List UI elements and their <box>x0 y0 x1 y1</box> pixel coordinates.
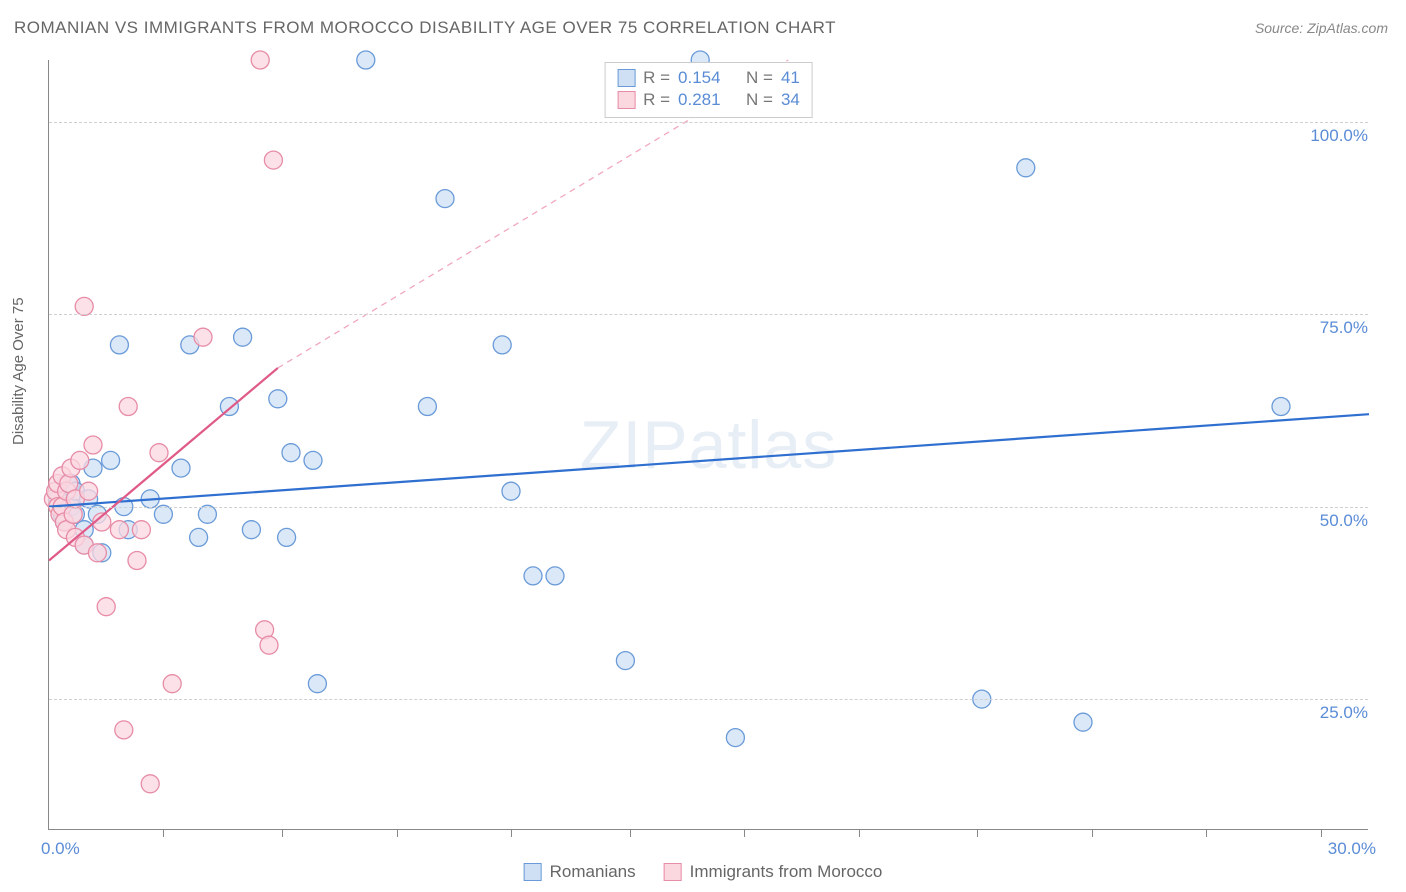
stats-n-label: N = <box>746 67 773 89</box>
y-tick-label: 25.0% <box>1316 703 1372 723</box>
swatch-blue-icon <box>617 69 635 87</box>
swatch-blue-icon <box>524 863 542 881</box>
correlation-stats-box: R = 0.154 N = 41 R = 0.281 N = 34 <box>604 62 813 118</box>
swatch-pink-icon <box>617 91 635 109</box>
stats-row: R = 0.154 N = 41 <box>617 67 800 89</box>
x-tick <box>744 829 745 837</box>
x-tick <box>397 829 398 837</box>
stats-n-label: N = <box>746 89 773 111</box>
swatch-pink-icon <box>664 863 682 881</box>
y-axis-title: Disability Age Over 75 <box>10 297 27 445</box>
y-tick-label: 50.0% <box>1316 511 1372 531</box>
x-tick <box>163 829 164 837</box>
source-label: Source: ZipAtlas.com <box>1255 20 1388 36</box>
x-tick <box>282 829 283 837</box>
gridline-h <box>49 122 1368 123</box>
gridline-h <box>49 699 1368 700</box>
x-tick <box>1206 829 1207 837</box>
stats-r-value: 0.281 <box>678 89 721 111</box>
stats-n-value: 41 <box>781 67 800 89</box>
legend-item-romanians: Romanians <box>524 862 636 882</box>
legend: Romanians Immigrants from Morocco <box>524 862 883 882</box>
stats-n-value: 34 <box>781 89 800 111</box>
y-tick-label: 100.0% <box>1306 126 1372 146</box>
chart-container: ROMANIAN VS IMMIGRANTS FROM MOROCCO DISA… <box>0 0 1406 892</box>
x-tick-label-min: 0.0% <box>41 839 80 859</box>
chart-title: ROMANIAN VS IMMIGRANTS FROM MOROCCO DISA… <box>14 18 836 38</box>
x-tick <box>511 829 512 837</box>
x-tick <box>630 829 631 837</box>
legend-label: Romanians <box>550 862 636 882</box>
stats-r-label: R = <box>643 67 670 89</box>
plot-area: ZIPatlas R = 0.154 N = 41 R = 0.281 N = … <box>48 60 1368 830</box>
gridline-h <box>49 314 1368 315</box>
x-tick <box>1321 829 1322 837</box>
stats-row: R = 0.281 N = 34 <box>617 89 800 111</box>
gridline-h <box>49 507 1368 508</box>
x-tick <box>977 829 978 837</box>
legend-label: Immigrants from Morocco <box>690 862 883 882</box>
x-tick-label-max: 30.0% <box>1328 839 1376 859</box>
stats-r-value: 0.154 <box>678 67 721 89</box>
legend-item-morocco: Immigrants from Morocco <box>664 862 883 882</box>
x-tick <box>1092 829 1093 837</box>
y-tick-label: 75.0% <box>1316 318 1372 338</box>
scatter-plot-svg <box>49 60 1368 829</box>
stats-r-label: R = <box>643 89 670 111</box>
x-tick <box>859 829 860 837</box>
